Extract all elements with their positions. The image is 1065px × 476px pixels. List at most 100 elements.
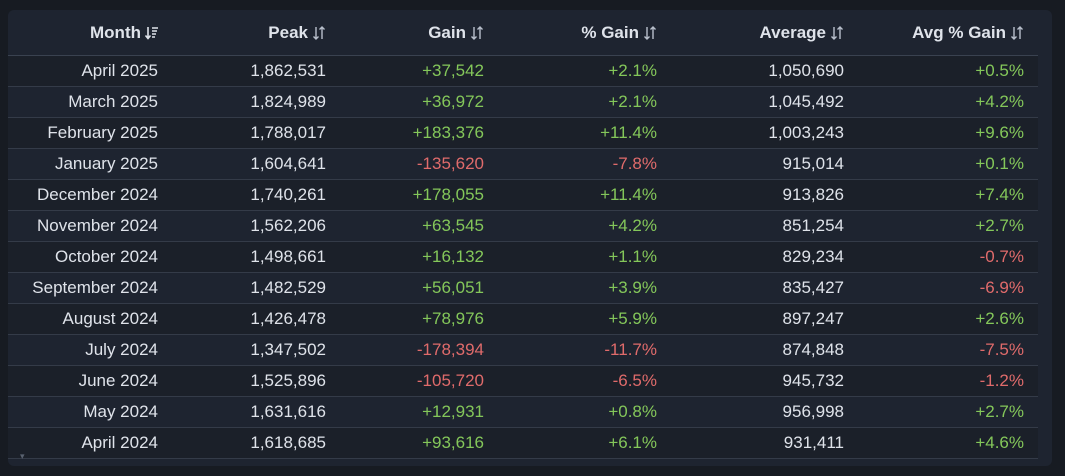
cell-avg-pct-gain: +2.6% [858, 303, 1038, 335]
cell-gain: +16,132 [340, 241, 498, 273]
cell-peak: 1,525,896 [174, 365, 340, 397]
cell-average: 1,045,492 [671, 86, 858, 118]
data-table-panel: Month Peak Gain % Gain Average Avg % Gai… [8, 10, 1052, 466]
table-row: December 2024 1,740,261 +178,055 +11.4% 913,… [8, 179, 1038, 211]
cell-average: 931,411 [671, 427, 858, 459]
cell-gain: +36,972 [340, 86, 498, 118]
cell-pct-gain: +1.1% [498, 241, 671, 273]
cell-pct-gain: +11.4% [498, 179, 671, 211]
cell-average: 897,247 [671, 303, 858, 335]
cell-gain: +37,542 [340, 55, 498, 87]
column-header-peak-label: Peak [268, 22, 308, 42]
cell-peak: 1,862,531 [174, 55, 340, 87]
cell-average: 874,848 [671, 334, 858, 366]
cell-avg-pct-gain: +4.6% [858, 427, 1038, 459]
cell-month: October 2024 [8, 241, 174, 273]
table-row: February 2025 1,788,017 +183,376 +11.4% 1,00… [8, 117, 1038, 149]
table-row: August 2024 1,426,478 +78,976 +5.9% 897,247 +… [8, 303, 1038, 335]
cell-peak: 1,426,478 [174, 303, 340, 335]
cell-gain: +56,051 [340, 272, 498, 304]
cell-avg-pct-gain: +0.5% [858, 55, 1038, 87]
cell-gain: +12,931 [340, 396, 498, 428]
header-row: Month Peak Gain % Gain Average Avg % Gai… [8, 10, 1038, 56]
cell-pct-gain: +2.1% [498, 86, 671, 118]
cell-avg-pct-gain: -6.9% [858, 272, 1038, 304]
cell-peak: 1,347,502 [174, 334, 340, 366]
sort-toggle-icon [643, 25, 657, 42]
cell-gain: +63,545 [340, 210, 498, 242]
cell-avg-pct-gain: +7.4% [858, 179, 1038, 211]
column-header-avg-pct-gain-label: Avg % Gain [912, 22, 1006, 42]
table-body: April 2025 1,862,531 +37,542 +2.1% 1,050,690… [8, 55, 1038, 459]
cell-avg-pct-gain: +0.1% [858, 148, 1038, 180]
expand-corner-icon: ▾ [20, 451, 25, 461]
cell-peak: 1,788,017 [174, 117, 340, 149]
cell-month: July 2024 [8, 334, 174, 366]
cell-month: February 2025 [8, 117, 174, 149]
table-row: June 2024 1,525,896 -105,720 -6.5% 945,732 -1… [8, 365, 1038, 397]
cell-average: 1,050,690 [671, 55, 858, 87]
cell-gain: -135,620 [340, 148, 498, 180]
column-header-pct-gain[interactable]: % Gain [498, 10, 671, 56]
column-header-gain-label: Gain [428, 22, 466, 42]
column-header-pct-gain-label: % Gain [581, 22, 639, 42]
cell-month: November 2024 [8, 210, 174, 242]
cell-gain: +183,376 [340, 117, 498, 149]
table-row: April 2024 1,618,685 +93,616 +6.1% 931,411 +4… [8, 427, 1038, 459]
cell-pct-gain: -7.8% [498, 148, 671, 180]
cell-peak: 1,482,529 [174, 272, 340, 304]
cell-pct-gain: +5.9% [498, 303, 671, 335]
column-header-month-label: Month [90, 22, 141, 42]
cell-pct-gain: +6.1% [498, 427, 671, 459]
column-header-average[interactable]: Average [671, 10, 858, 56]
cell-average: 956,998 [671, 396, 858, 428]
column-header-month[interactable]: Month [8, 10, 174, 56]
table-row: January 2025 1,604,641 -135,620 -7.8% 915,01… [8, 148, 1038, 180]
cell-month: August 2024 [8, 303, 174, 335]
sort-toggle-icon [830, 25, 844, 42]
cell-peak: 1,562,206 [174, 210, 340, 242]
cell-peak: 1,631,616 [174, 396, 340, 428]
cell-pct-gain: -11.7% [498, 334, 671, 366]
cell-pct-gain: +0.8% [498, 396, 671, 428]
cell-average: 1,003,243 [671, 117, 858, 149]
column-header-gain[interactable]: Gain [340, 10, 498, 56]
cell-avg-pct-gain: -7.5% [858, 334, 1038, 366]
cell-average: 851,254 [671, 210, 858, 242]
cell-gain: +178,055 [340, 179, 498, 211]
cell-average: 945,732 [671, 365, 858, 397]
cell-month: March 2025 [8, 86, 174, 118]
cell-peak: 1,740,261 [174, 179, 340, 211]
cell-month: December 2024 [8, 179, 174, 211]
cell-avg-pct-gain: -1.2% [858, 365, 1038, 397]
cell-avg-pct-gain: +2.7% [858, 210, 1038, 242]
cell-avg-pct-gain: -0.7% [858, 241, 1038, 273]
cell-month: April 2025 [8, 55, 174, 87]
column-header-avg-pct-gain[interactable]: Avg % Gain [858, 10, 1038, 56]
table-row: April 2025 1,862,531 +37,542 +2.1% 1,050,690… [8, 55, 1038, 87]
sort-toggle-icon [312, 25, 326, 42]
cell-month: June 2024 [8, 365, 174, 397]
cell-pct-gain: +4.2% [498, 210, 671, 242]
monthly-stats-table: Month Peak Gain % Gain Average Avg % Gai… [8, 10, 1038, 459]
cell-month: January 2025 [8, 148, 174, 180]
cell-month: April 2024 [8, 427, 174, 459]
cell-gain: +93,616 [340, 427, 498, 459]
column-header-average-label: Average [759, 22, 826, 42]
cell-peak: 1,604,641 [174, 148, 340, 180]
sort-toggle-icon [1010, 25, 1024, 42]
table-row: September 2024 1,482,529 +56,051 +3.9% 835,4… [8, 272, 1038, 304]
cell-avg-pct-gain: +2.7% [858, 396, 1038, 428]
cell-peak: 1,824,989 [174, 86, 340, 118]
cell-pct-gain: +2.1% [498, 55, 671, 87]
cell-average: 913,826 [671, 179, 858, 211]
table-row: May 2024 1,631,616 +12,931 +0.8% 956,998 +2.7… [8, 396, 1038, 428]
cell-average: 829,234 [671, 241, 858, 273]
cell-avg-pct-gain: +9.6% [858, 117, 1038, 149]
cell-gain: -105,720 [340, 365, 498, 397]
cell-average: 915,014 [671, 148, 858, 180]
sort-toggle-icon [470, 25, 484, 42]
cell-peak: 1,618,685 [174, 427, 340, 459]
column-header-peak[interactable]: Peak [174, 10, 340, 56]
table-header: Month Peak Gain % Gain Average Avg % Gai… [8, 10, 1038, 56]
